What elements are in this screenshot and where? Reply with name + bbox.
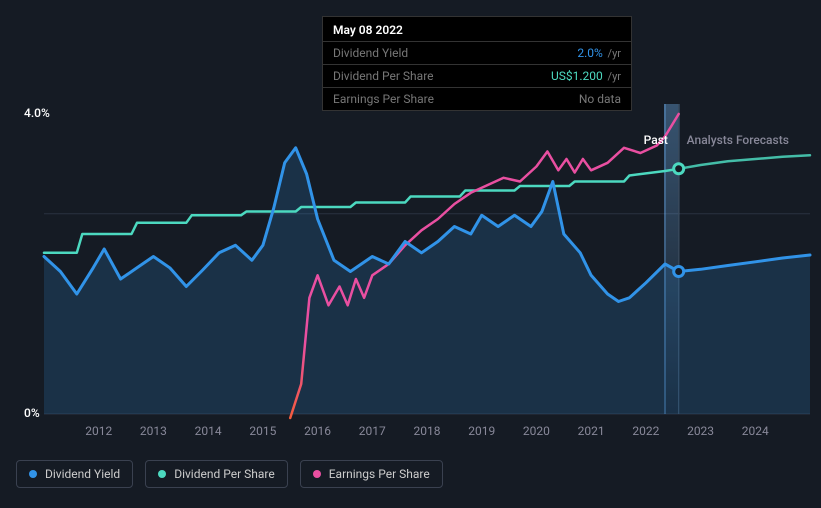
legend-dot: [158, 470, 166, 478]
tooltip-row-label: Dividend Yield: [333, 46, 408, 60]
tooltip-row: Earnings Per Share No data: [323, 88, 631, 110]
x-tick-label: 2024: [742, 424, 769, 438]
tooltip-row: Dividend Per Share US$1.200 /yr: [323, 65, 631, 88]
x-tick-label: 2014: [195, 424, 222, 438]
legend-label: Dividend Yield: [45, 467, 120, 481]
x-tick-label: 2020: [523, 424, 550, 438]
tooltip-row-value: No data: [579, 92, 621, 106]
x-tick-label: 2015: [249, 424, 276, 438]
legend-label: Earnings Per Share: [329, 467, 430, 481]
x-tick-label: 2013: [140, 424, 167, 438]
chart-legend: Dividend Yield Dividend Per Share Earnin…: [16, 460, 443, 488]
y-axis-label-max: 4.0%: [24, 106, 50, 120]
legend-dot: [29, 470, 37, 478]
legend-item-earnings-per-share[interactable]: Earnings Per Share: [300, 460, 443, 488]
x-tick-label: 2022: [632, 424, 659, 438]
x-tick-label: 2012: [85, 424, 112, 438]
dividend-chart: 4.0% 0% 2012 2013 2014 2015 2016 2017 2018 2019…: [0, 0, 821, 508]
x-tick-label: 2023: [687, 424, 714, 438]
tooltip-row-label: Dividend Per Share: [333, 69, 434, 83]
x-tick-label: 2016: [304, 424, 331, 438]
x-tick-label: 2021: [578, 424, 605, 438]
forecast-label: Analysts Forecasts: [687, 133, 789, 147]
x-tick-label: 2019: [468, 424, 495, 438]
x-tick-label: 2018: [414, 424, 441, 438]
tooltip-row: Dividend Yield 2.0% /yr: [323, 42, 631, 65]
x-tick-label: 2017: [359, 424, 386, 438]
tooltip-date: May 08 2022: [323, 17, 631, 42]
legend-label: Dividend Per Share: [174, 467, 275, 481]
y-axis-label-min: 0%: [24, 406, 40, 420]
past-label: Past: [644, 133, 668, 147]
legend-dot: [313, 470, 321, 478]
legend-item-dividend-per-share[interactable]: Dividend Per Share: [145, 460, 288, 488]
tooltip-row-value: US$1.200 /yr: [551, 69, 621, 83]
tooltip-row-value: 2.0% /yr: [577, 46, 621, 60]
chart-tooltip: May 08 2022 Dividend Yield2.0% /yrDivide…: [322, 16, 632, 111]
tooltip-row-label: Earnings Per Share: [333, 92, 434, 106]
legend-item-dividend-yield[interactable]: Dividend Yield: [16, 460, 133, 488]
